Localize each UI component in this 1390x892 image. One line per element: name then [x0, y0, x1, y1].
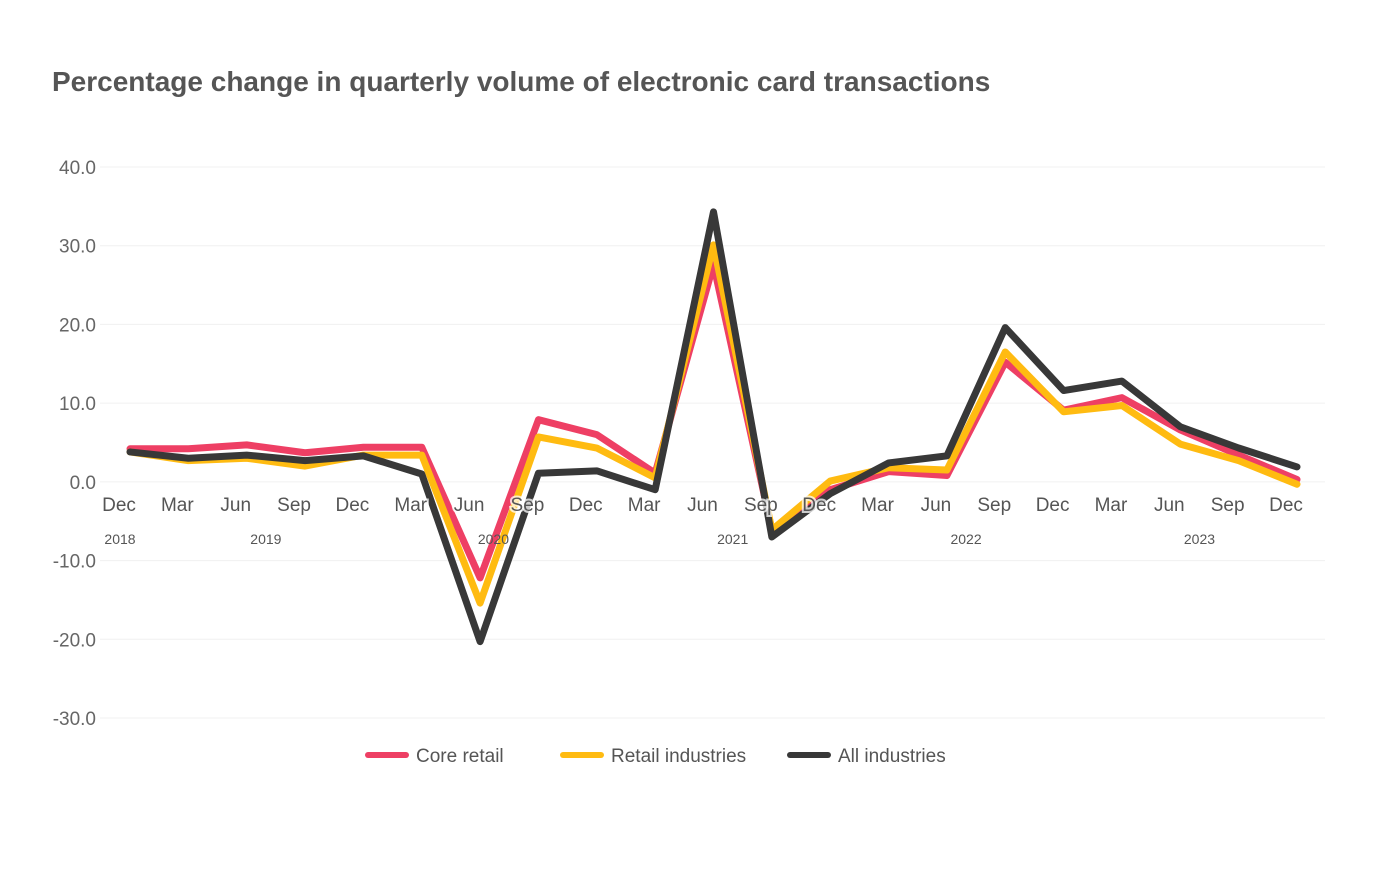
- legend-label: Retail industries: [611, 746, 746, 767]
- legend-label: All industries: [838, 746, 946, 767]
- series-line-core-retail: [126, 261, 1301, 582]
- y-tick-label: -10.0: [53, 552, 96, 573]
- year-label: 2023: [1184, 531, 1215, 547]
- x-tick-label: Jun: [1154, 495, 1185, 516]
- x-tick-label: Mar: [161, 495, 194, 516]
- x-tick-label: Dec: [336, 495, 370, 516]
- x-tick-label: Dec: [802, 495, 836, 516]
- x-tick-label: Dec: [102, 495, 136, 516]
- x-tick-label: Jun: [687, 495, 718, 516]
- year-label: 2020: [478, 531, 509, 547]
- x-tick-label: Mar: [394, 495, 427, 516]
- y-tick-label: 0.0: [70, 473, 96, 494]
- x-tick-label: Mar: [628, 495, 661, 516]
- x-tick-label: Sep: [977, 495, 1011, 516]
- chart-title: Percentage change in quarterly volume of…: [52, 66, 991, 97]
- year-label: 2019: [250, 531, 281, 547]
- x-tick-label: Sep: [277, 495, 311, 516]
- y-tick-label: 30.0: [59, 237, 96, 258]
- y-tick-label: -20.0: [53, 630, 96, 651]
- year-label: 2018: [104, 531, 135, 547]
- legend-label: Core retail: [416, 746, 504, 767]
- x-tick-label: Dec: [1269, 495, 1303, 516]
- y-tick-label: 40.0: [59, 158, 96, 179]
- y-tick-label: 20.0: [59, 315, 96, 336]
- x-tick-label: Jun: [921, 495, 952, 516]
- x-tick-label: Jun: [454, 495, 485, 516]
- x-tick-label: Mar: [861, 495, 894, 516]
- y-tick-label: 10.0: [59, 394, 96, 415]
- y-tick-label: -30.0: [53, 709, 96, 730]
- x-tick-label: Dec: [569, 495, 603, 516]
- x-tick-label: Jun: [220, 495, 251, 516]
- x-tick-label: Sep: [1211, 495, 1245, 516]
- year-label: 2022: [950, 531, 981, 547]
- x-tick-label: Mar: [1095, 495, 1128, 516]
- x-tick-label: Sep: [511, 495, 545, 516]
- year-label: 2021: [717, 531, 748, 547]
- series-line-retail-industries: [126, 241, 1301, 607]
- x-tick-label: Dec: [1036, 495, 1070, 516]
- x-tick-label: Sep: [744, 495, 778, 516]
